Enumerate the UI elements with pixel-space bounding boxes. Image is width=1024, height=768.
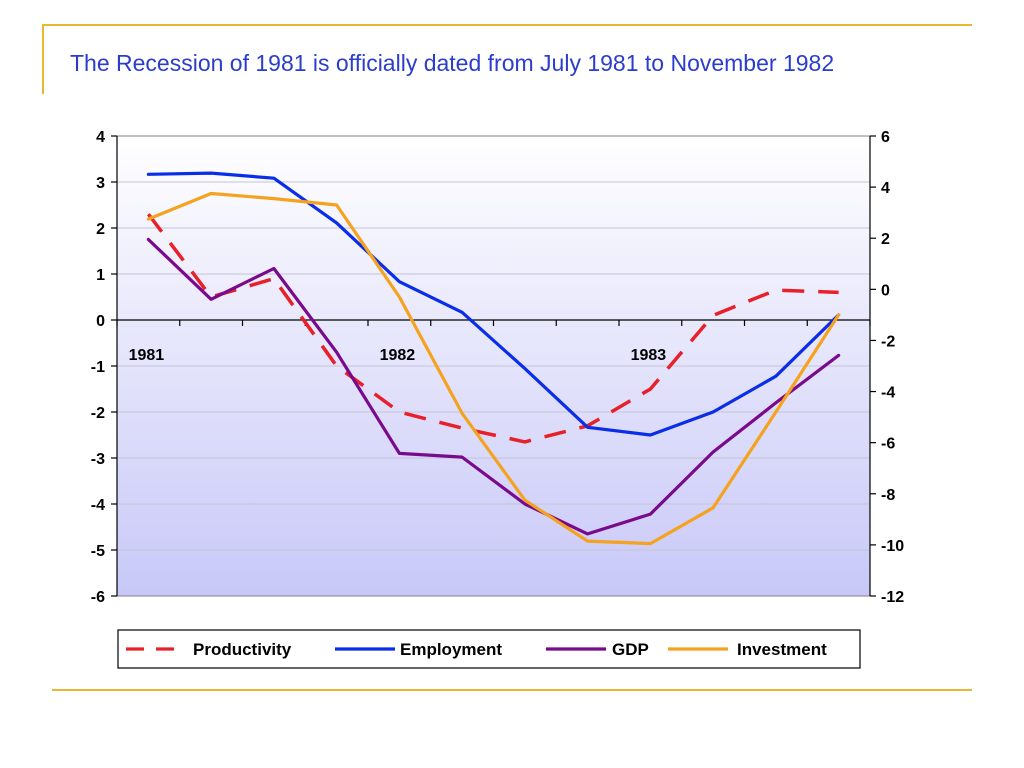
left-tick-label: 0: [96, 313, 105, 330]
series-line-investment: [146, 191, 841, 546]
right-tick-label: -8: [881, 487, 895, 504]
left-tick-label: -2: [91, 405, 105, 422]
x-tick-label: 1982: [380, 347, 416, 364]
legend-label-investment: Investment: [737, 640, 827, 659]
top-rule: [42, 24, 972, 26]
left-tick-label: 3: [96, 175, 105, 192]
right-tick-label: 6: [881, 129, 890, 146]
left-tick-label: -3: [91, 451, 105, 468]
legend-box: [117, 629, 861, 669]
series-line-productivity: [147, 213, 839, 444]
series-line-employment: [146, 171, 841, 437]
left-tick-label: -5: [91, 543, 105, 560]
right-tick-label: -2: [881, 333, 895, 350]
right-tick-label: -4: [881, 385, 895, 402]
legend-label-employment: Employment: [400, 640, 502, 659]
legend-label-productivity: Productivity: [193, 640, 292, 659]
right-tick-label: -12: [881, 589, 904, 606]
slide-title: The Recession of 1981 is officially date…: [70, 50, 835, 76]
bottom-rule: [52, 689, 972, 691]
left-tick-label: -1: [91, 359, 105, 376]
left-tick-label: -6: [91, 589, 105, 606]
x-tick-label: 1981: [129, 347, 165, 364]
series-lines: [146, 171, 841, 546]
left-rule: [42, 24, 44, 94]
legend-label-gdp: GDP: [612, 640, 649, 659]
right-tick-label: -6: [881, 436, 895, 453]
left-tick-label: 1: [96, 267, 105, 284]
right-tick-label: 4: [881, 180, 890, 197]
x-tick-label: 1983: [631, 347, 667, 364]
left-tick-label: 4: [96, 129, 105, 146]
right-tick-label: -10: [881, 538, 904, 555]
series-line-gdp: [146, 237, 841, 536]
right-tick-label: 2: [881, 231, 890, 248]
left-tick-label: -4: [91, 497, 105, 514]
left-tick-label: 2: [96, 221, 105, 238]
legend: Productivity Employment GDP Investment: [117, 629, 861, 669]
right-tick-label: 0: [881, 282, 890, 299]
axes: 4 3 2 1 0 -1 -2 -3 -4 -5 -6 6 4 2 0 -2 -4 -6 -8 -10 -12 1981 1…: [91, 129, 904, 606]
